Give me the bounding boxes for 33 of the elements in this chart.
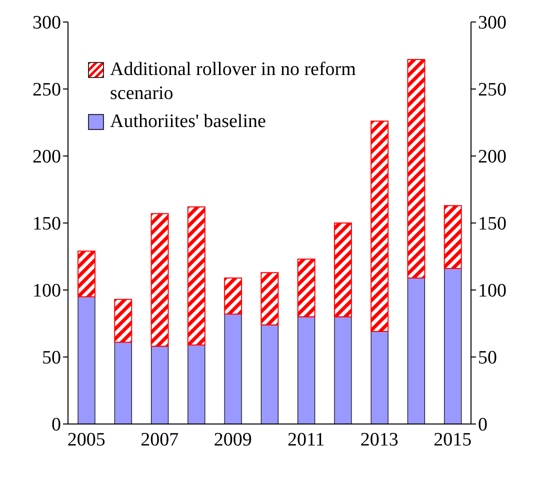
bar: [444, 205, 462, 270]
bar: [224, 277, 242, 315]
y-tick-label: 50: [42, 348, 61, 369]
x-tick-label: 2011: [287, 429, 325, 450]
bar: [150, 213, 169, 347]
y-tick-label: 250: [32, 80, 61, 101]
x-tick-label: 2015: [434, 429, 472, 450]
legend-label: Authoriites' baseline: [110, 110, 266, 134]
x-tick-label: 2009: [214, 429, 252, 450]
y-tick-label: 100: [32, 280, 61, 302]
y-tick-label: 300: [32, 12, 61, 34]
bar: [407, 59, 426, 278]
bar: [187, 206, 206, 346]
bar: [370, 120, 389, 332]
bar: [114, 298, 132, 343]
series-label: Additional rollover in no reform scenario: [110, 58, 357, 106]
bar: [297, 258, 316, 318]
y2-tick-label: 50: [478, 348, 497, 369]
y2-tick-label: 250: [478, 80, 506, 101]
y2-tick-label: 0: [478, 414, 488, 436]
bar: [260, 272, 279, 326]
y2-tick-label: 150: [478, 214, 506, 235]
x-tick-label: 2013: [360, 429, 398, 450]
y2-tick-label: 200: [478, 146, 506, 168]
y2-tick-label: 100: [478, 280, 506, 302]
y2-tick-label: 300: [478, 12, 506, 34]
y-tick-label: 0: [52, 414, 61, 436]
bar: [78, 250, 96, 298]
y-tick-label: 200: [32, 146, 61, 168]
bar: [334, 222, 352, 318]
x-tick-label: 2007: [140, 429, 179, 450]
x-tick-label: 2005: [67, 429, 106, 450]
y-tick-label: 150: [32, 214, 61, 235]
